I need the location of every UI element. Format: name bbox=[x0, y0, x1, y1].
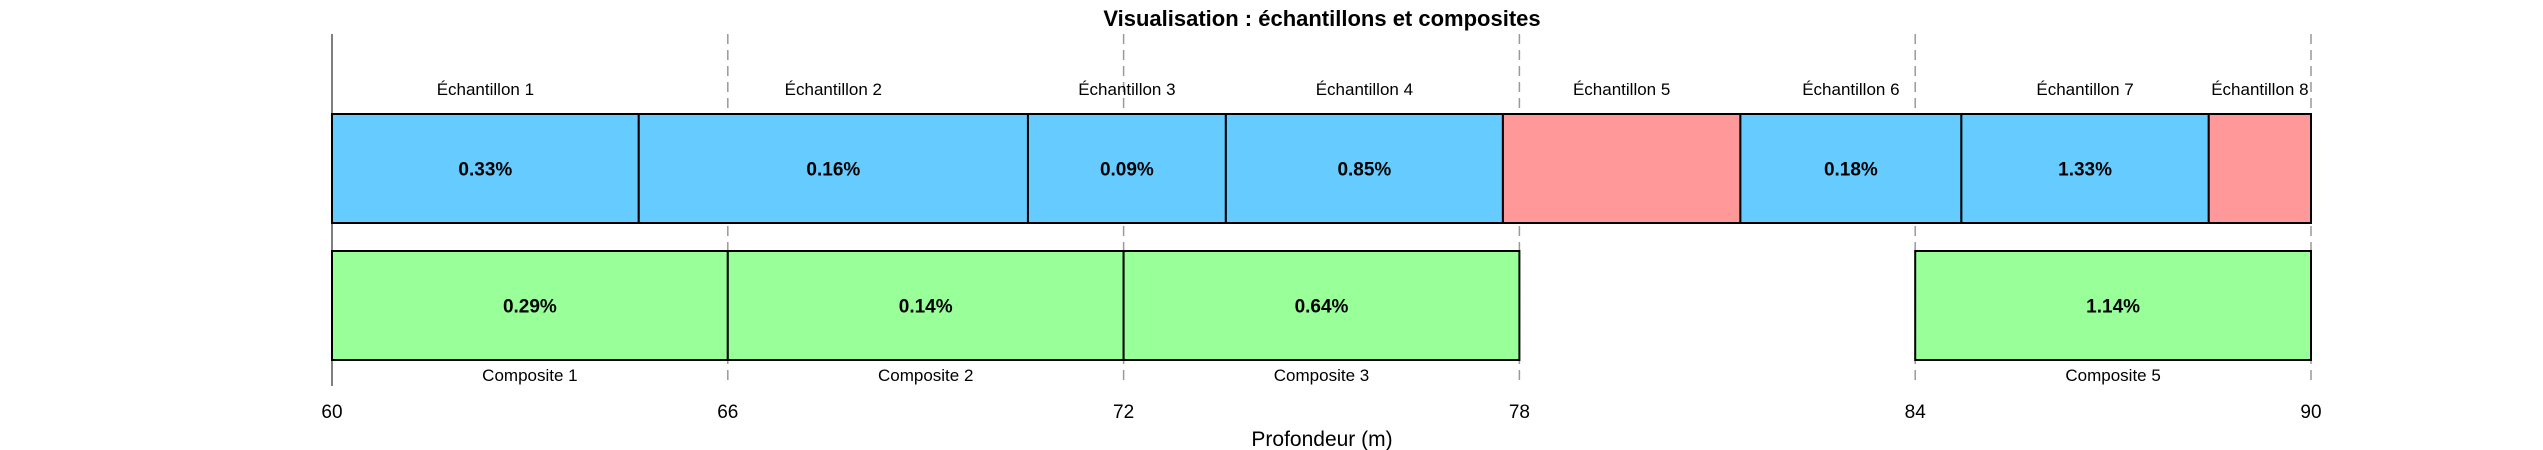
sample-bar-4 bbox=[1224, 113, 1504, 224]
sample-label-7: Échantillon 7 bbox=[2036, 80, 2133, 99]
x-tick-label-4: 84 bbox=[1905, 402, 1927, 423]
x-axis: 60 66 72 78 84 90 bbox=[321, 402, 2321, 423]
sample-label-4: Échantillon 4 bbox=[1316, 80, 1413, 99]
sample-value-6: 0.18% bbox=[1824, 160, 1878, 181]
sample-label-6: Échantillon 6 bbox=[1802, 80, 1899, 99]
composite-bar-1 bbox=[331, 250, 729, 361]
composite-value-2: 0.14% bbox=[899, 297, 953, 318]
sample-label-2: Échantillon 2 bbox=[785, 80, 882, 99]
sample-bar-5 bbox=[1501, 113, 1742, 224]
composite-label-3: Composite 3 bbox=[1274, 366, 1369, 385]
x-tick-label-1: 66 bbox=[717, 402, 738, 423]
x-tick-label-5: 90 bbox=[2300, 402, 2321, 423]
sample-value-3: 0.09% bbox=[1100, 160, 1154, 181]
composite-label-1: Composite 1 bbox=[482, 366, 577, 385]
sample-value-1: 0.33% bbox=[458, 160, 512, 181]
x-axis-label: Profondeur (m) bbox=[1251, 428, 1392, 450]
sample-value-2: 0.16% bbox=[806, 160, 860, 181]
sample-label-8: Échantillon 8 bbox=[2211, 80, 2308, 99]
sample-value-7: 1.33% bbox=[2058, 160, 2112, 181]
sample-value-4: 0.85% bbox=[1337, 160, 1391, 181]
chart-title: Visualisation : échantillons et composit… bbox=[1103, 6, 1540, 31]
x-tick-label-2: 72 bbox=[1113, 402, 1134, 423]
composite-label-4: Composite 5 bbox=[2065, 366, 2160, 385]
sample-bar-8 bbox=[2207, 113, 2313, 224]
x-tick-label-0: 60 bbox=[321, 402, 342, 423]
composite-value-4: 1.14% bbox=[2086, 297, 2140, 318]
sample-bars: Échantillon 1 0.33% Échantillon 2 0.16% Écha… bbox=[331, 80, 2313, 224]
composite-bars: 0.29% Composite 1 0.14% Composite 2 0.64% Com… bbox=[331, 250, 2312, 385]
sample-bar-6 bbox=[1739, 113, 1963, 224]
sample-label-1: Échantillon 1 bbox=[437, 80, 534, 99]
composite-value-3: 0.64% bbox=[1295, 297, 1349, 318]
sample-bar-7 bbox=[1960, 113, 2210, 224]
sample-label-3: Échantillon 3 bbox=[1078, 80, 1175, 99]
sample-bar-1 bbox=[331, 113, 640, 224]
composite-bar-4 bbox=[1914, 250, 2312, 361]
composite-bar-2 bbox=[726, 250, 1125, 361]
composite-label-2: Composite 2 bbox=[878, 366, 973, 385]
x-tick-label-3: 78 bbox=[1509, 402, 1530, 423]
composite-value-1: 0.29% bbox=[503, 297, 557, 318]
composite-bar-3 bbox=[1122, 250, 1521, 361]
sample-bar-2 bbox=[637, 113, 1029, 224]
sample-bar-3 bbox=[1026, 113, 1227, 224]
sample-label-5: Échantillon 5 bbox=[1573, 80, 1670, 99]
